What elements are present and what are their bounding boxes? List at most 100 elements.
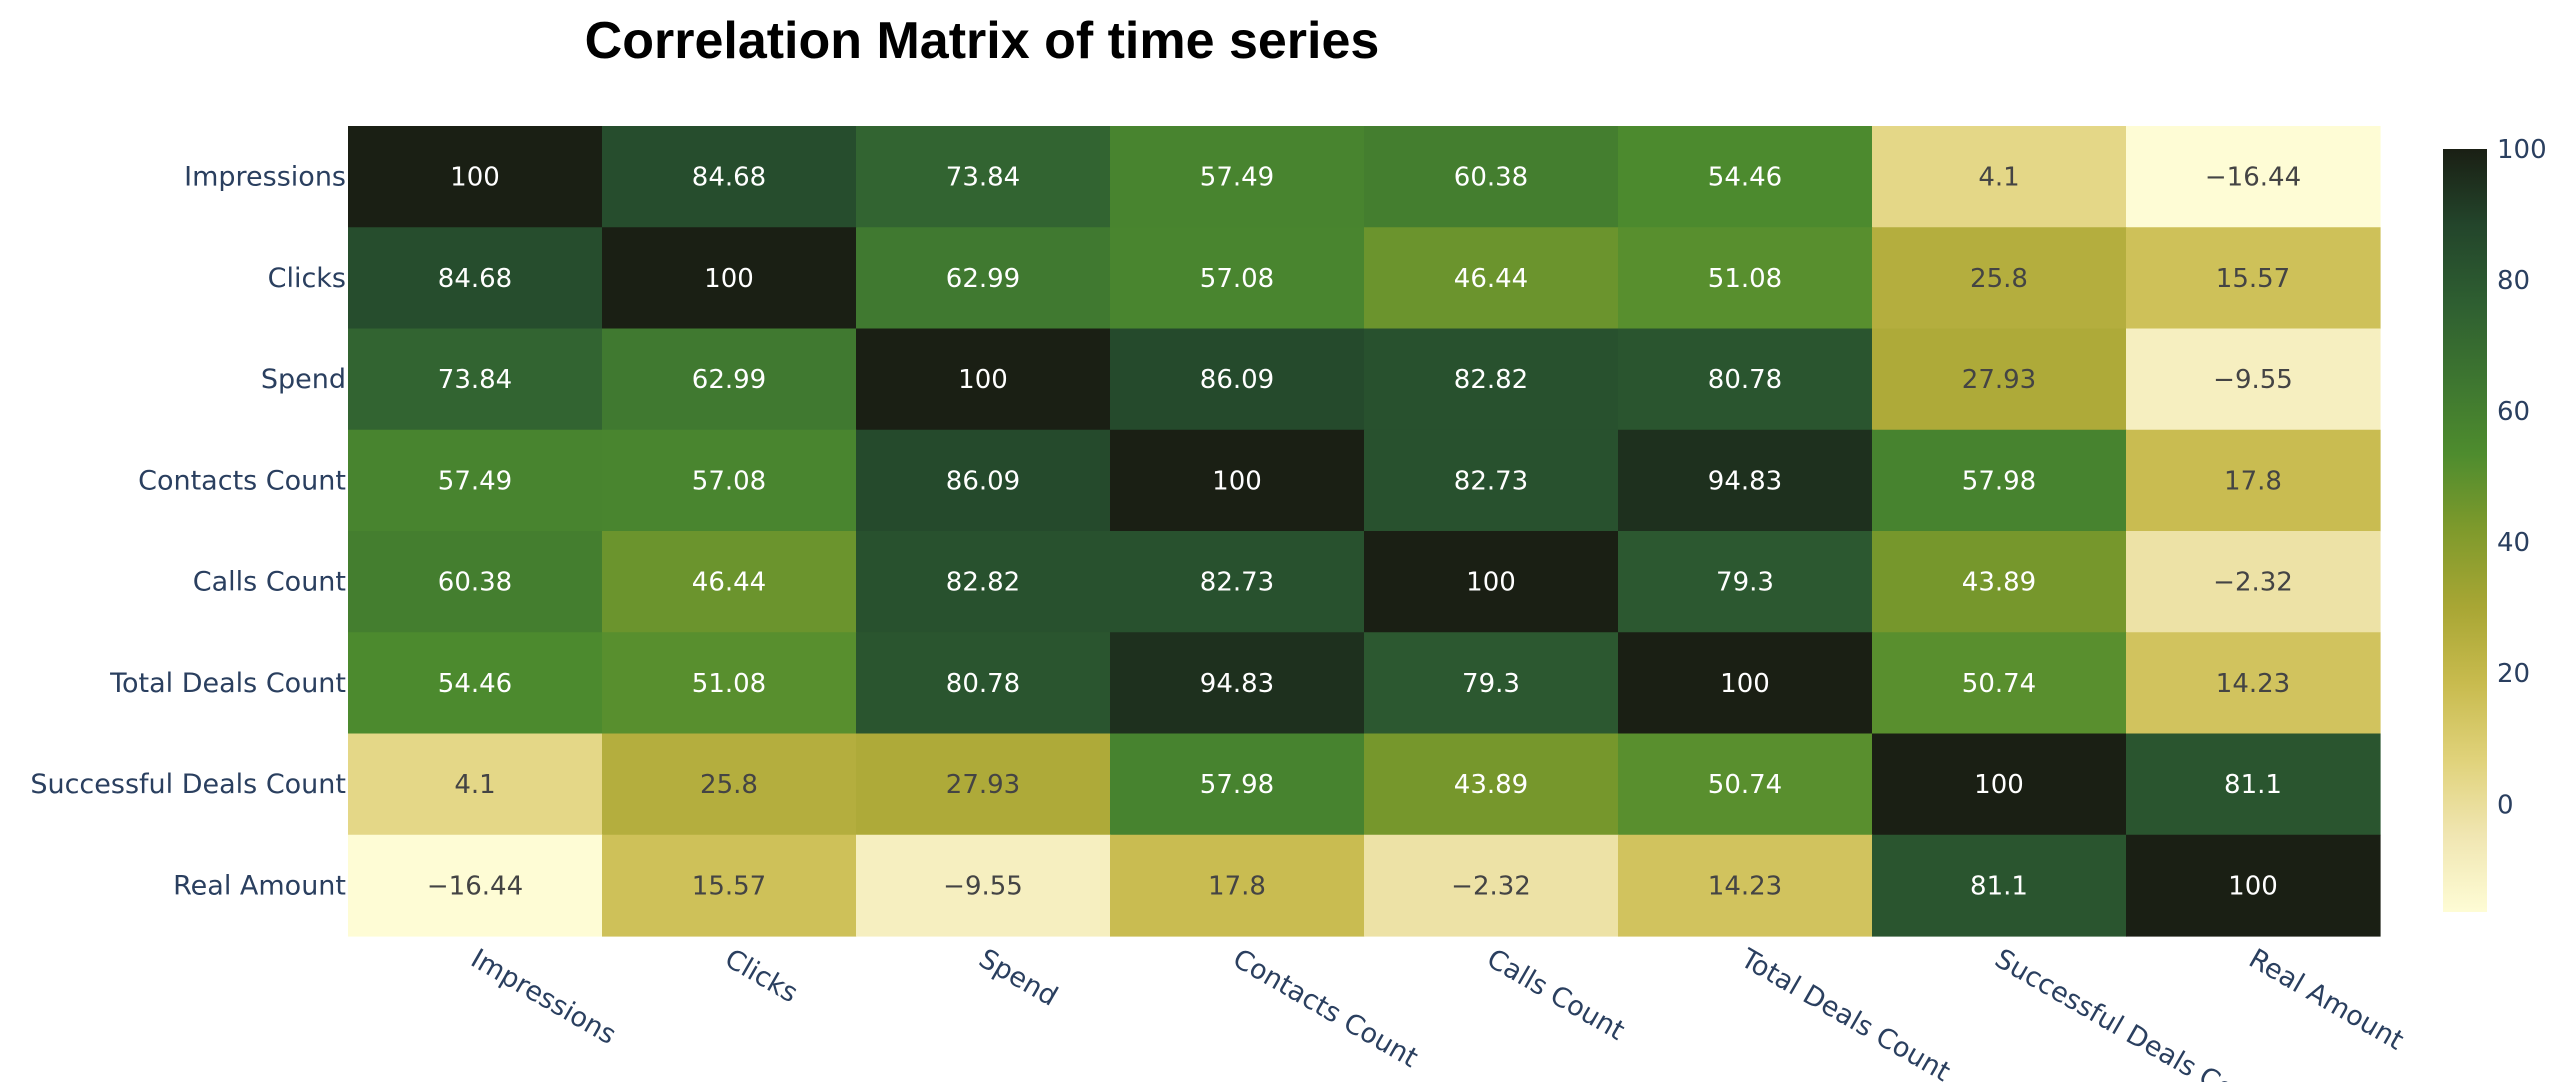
colorbar-tick-label: 40 [2497, 528, 2530, 558]
cell-value-label: 81.1 [1970, 871, 2028, 901]
heatmap-cell-contacts-count-real-amount [2126, 429, 2381, 532]
heatmap-cell-real-amount-impressions [348, 834, 603, 937]
heatmap-cell-spend-successful-deals-count [1872, 328, 2127, 431]
cell-value-label: 43.89 [1454, 770, 1528, 800]
cell-value-label: 100 [1212, 466, 1262, 496]
heatmap-cell-spend-calls-count [1364, 328, 1619, 431]
x-tick-label: Impressions [466, 943, 622, 1051]
heatmap-cell-real-amount-real-amount [2126, 834, 2381, 937]
cell-value-label: 86.09 [1200, 365, 1274, 395]
heatmap-cell-clicks-spend [856, 227, 1111, 330]
y-tick-label: Total Deals Count [109, 668, 346, 699]
heatmap-cell-successful-deals-count-total-deals-count [1618, 733, 1873, 836]
y-axis-labels: Impressions Clicks Spend Contacts Count Call… [30, 162, 346, 902]
colorbar-tick-label: 80 [2497, 266, 2530, 296]
cell-value-label: 14.23 [1708, 871, 1782, 901]
heatmap-cell-clicks-calls-count [1364, 227, 1619, 330]
cell-value-label: 57.49 [1200, 163, 1274, 193]
cell-value-label: 25.8 [700, 770, 758, 800]
cell-value-label: 79.3 [1462, 669, 1520, 699]
cell-value-label: 62.99 [946, 264, 1020, 294]
cell-value-label: 73.84 [946, 163, 1020, 193]
cell-value-label: 46.44 [692, 568, 766, 598]
cell-value-label: 17.8 [2224, 466, 2282, 496]
heatmap-cell-successful-deals-count-contacts-count [1110, 733, 1365, 836]
heatmap-cell-contacts-count-calls-count [1364, 429, 1619, 532]
heatmap-cell-calls-count-impressions [348, 531, 603, 633]
heatmap-cell-spend-clicks [602, 328, 857, 431]
heatmap-cell-calls-count-contacts-count [1110, 531, 1365, 633]
cell-value-label: 27.93 [946, 770, 1020, 800]
cell-value-label: 79.3 [1716, 568, 1774, 598]
heatmap-cell-total-deals-count-calls-count [1364, 632, 1619, 735]
x-tick-label: Contacts Count [1228, 943, 1424, 1074]
colorbar-tick-label: 20 [2497, 659, 2530, 689]
heatmap-cell-contacts-count-impressions [348, 429, 603, 532]
cell-value-label: 54.46 [438, 669, 512, 699]
cell-value-label: 82.73 [1200, 568, 1274, 598]
heatmap-cell-impressions-real-amount [2126, 126, 2381, 228]
cell-value-label: 50.74 [1708, 770, 1782, 800]
heatmap-cell-total-deals-count-spend [856, 632, 1111, 735]
heatmap-cell-total-deals-count-clicks [602, 632, 857, 735]
heatmap-cell-total-deals-count-total-deals-count [1618, 632, 1873, 735]
heatmap-cell-total-deals-count-successful-deals-count [1872, 632, 2127, 735]
colorbar-tick-label: 100 [2497, 135, 2547, 165]
cell-value-label: 100 [704, 264, 754, 294]
cell-value-label: −2.32 [2213, 568, 2293, 598]
heatmap-cell-total-deals-count-contacts-count [1110, 632, 1365, 735]
heatmap-cell-contacts-count-contacts-count [1110, 429, 1365, 532]
heatmap-cell-impressions-clicks [602, 126, 857, 228]
heatmap-cell-spend-total-deals-count [1618, 328, 1873, 431]
heatmap-cell-calls-count-successful-deals-count [1872, 531, 2127, 633]
cell-value-label: 100 [2228, 871, 2278, 901]
cell-value-label: 100 [1720, 669, 1770, 699]
y-tick-label: Contacts Count [138, 465, 346, 496]
cell-value-label: 84.68 [692, 163, 766, 193]
cell-value-label: 4.1 [454, 770, 495, 800]
heatmap-cell-real-amount-total-deals-count [1618, 834, 1873, 937]
heatmap-cell-calls-count-clicks [602, 531, 857, 633]
cell-value-label: 25.8 [1970, 264, 2028, 294]
cell-value-label: −2.32 [1451, 871, 1531, 901]
colorbar-gradient [2443, 149, 2487, 912]
cell-value-label: 43.89 [1962, 568, 2036, 598]
heatmap-cell-calls-count-total-deals-count [1618, 531, 1873, 633]
cell-value-label: 54.46 [1708, 163, 1782, 193]
cell-value-label: 81.1 [2224, 770, 2282, 800]
cell-value-label: 60.38 [438, 568, 512, 598]
cell-value-label: 86.09 [946, 466, 1020, 496]
heatmap-cell-clicks-real-amount [2126, 227, 2381, 330]
y-tick-label: Clicks [268, 263, 346, 294]
cell-value-label: −9.55 [2213, 365, 2293, 395]
cell-value-label: 80.78 [1708, 365, 1782, 395]
heatmap-cell-real-amount-spend [856, 834, 1111, 937]
heatmap-cell-clicks-successful-deals-count [1872, 227, 2127, 330]
cell-value-label: 82.82 [946, 568, 1020, 598]
heatmap-cell-successful-deals-count-impressions [348, 733, 603, 836]
heatmap-cell-clicks-impressions [348, 227, 603, 330]
heatmap-cell-total-deals-count-impressions [348, 632, 603, 735]
cell-value-label: 14.23 [2216, 669, 2290, 699]
heatmap-cells: 100 84.68 73.84 57.49 60.38 54.46 4.1 −16.44 84.… [348, 126, 2381, 937]
cell-value-label: 17.8 [1208, 871, 1266, 901]
heatmap-cell-calls-count-spend [856, 531, 1111, 633]
cell-value-label: 4.1 [1978, 163, 2019, 193]
cell-value-label: 46.44 [1454, 264, 1528, 294]
chart-title: Correlation Matrix of time series [585, 12, 1380, 70]
cell-value-label: 100 [1974, 770, 2024, 800]
cell-value-label: 15.57 [692, 871, 766, 901]
cell-value-label: 94.83 [1708, 466, 1782, 496]
heatmap-cell-impressions-spend [856, 126, 1111, 228]
heatmap-cell-calls-count-calls-count [1364, 531, 1619, 633]
cell-value-label: 60.38 [1454, 163, 1528, 193]
cell-value-label: 57.49 [438, 466, 512, 496]
x-axis-labels: Impressions Clicks Spend Contacts Count Call… [466, 943, 2409, 1087]
heatmap-cell-successful-deals-count-clicks [602, 733, 857, 836]
colorbar: 0 20 40 60 80 100 [2443, 135, 2547, 912]
cell-value-label: 82.82 [1454, 365, 1528, 395]
cell-value-label: 100 [1466, 568, 1516, 598]
heatmap-cell-impressions-total-deals-count [1618, 126, 1873, 228]
